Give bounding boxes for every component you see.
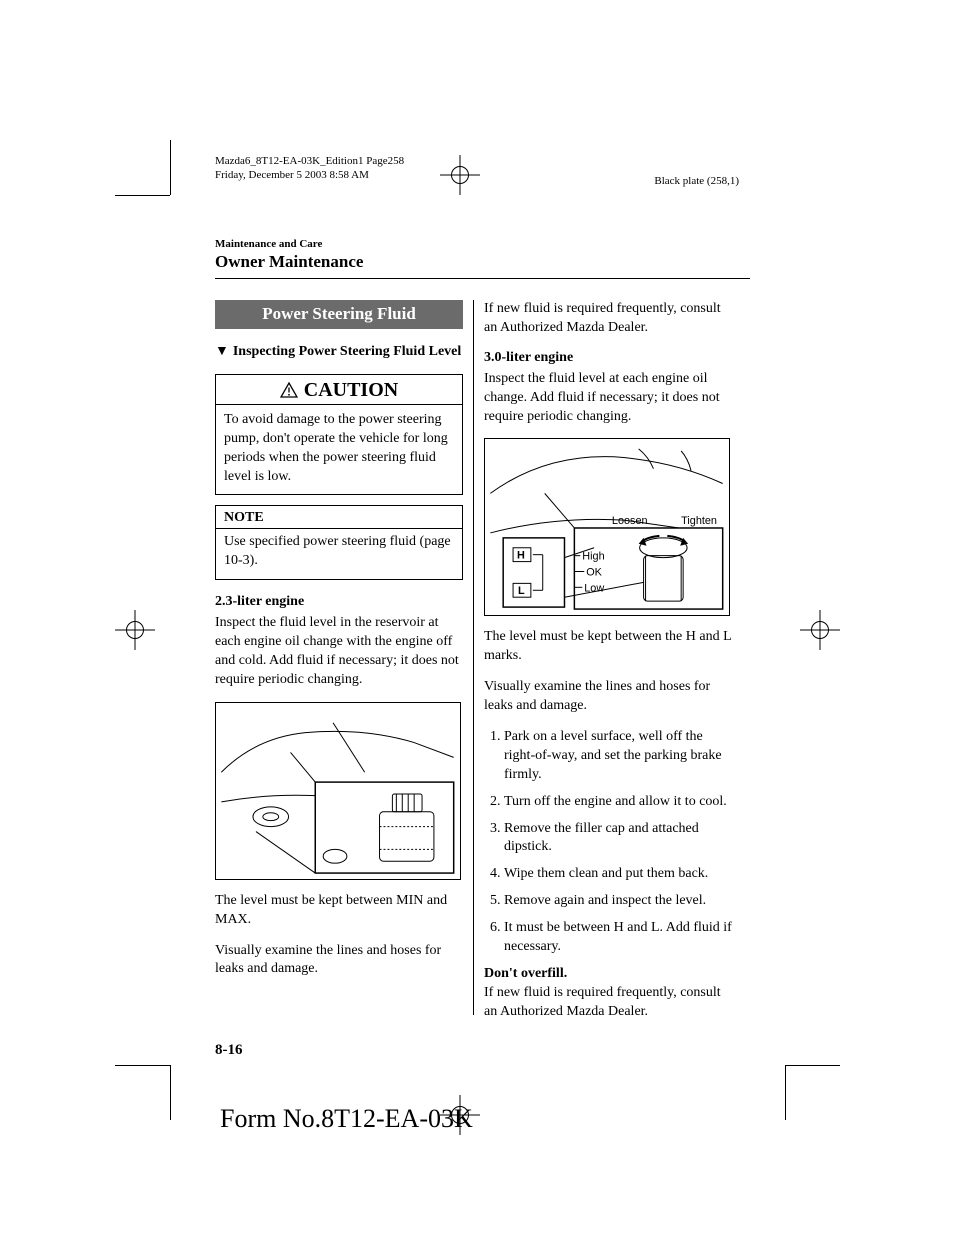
caution-title: CAUTION [216, 375, 462, 405]
topic-banner: Power Steering Fluid [215, 300, 463, 329]
step-item: It must be between H and L. Add fluid if… [504, 919, 732, 957]
para: Visually examine the lines and hoses for… [215, 942, 463, 980]
crop-mark [785, 1065, 840, 1066]
engine-30-heading: 3.0-liter engine [484, 350, 732, 366]
section-category: Maintenance and Care [215, 238, 363, 250]
crop-mark [115, 1065, 170, 1066]
sub-heading-text: Inspecting Power Steering Fluid Level [233, 343, 461, 362]
svg-text:L: L [518, 586, 525, 598]
para: The level must be kept between MIN and M… [215, 892, 463, 930]
right-column: If new fluid is required frequently, con… [474, 300, 732, 1020]
warning-triangle-icon [280, 382, 298, 398]
step-item: Park on a level surface, well off the ri… [504, 728, 732, 785]
step-item: Turn off the engine and allow it to cool… [504, 793, 732, 812]
note-body: Use specified power steering fluid (page… [216, 529, 462, 579]
para: The level must be kept between the H and… [484, 628, 732, 666]
doc-id: Mazda6_8T12-EA-03K_Edition1 Page258 [215, 155, 404, 169]
content-columns: Power Steering Fluid ▼ Inspecting Power … [215, 300, 750, 1020]
caution-body: To avoid damage to the power steering pu… [216, 405, 462, 495]
step-item: Wipe them clean and put them back. [504, 865, 732, 884]
figure-reservoir-23 [215, 702, 461, 880]
section-title: Owner Maintenance [215, 252, 363, 272]
step-item: Remove again and inspect the level. [504, 892, 732, 911]
para: Inspect the fluid level at each engine o… [484, 370, 732, 427]
register-mark [440, 155, 480, 195]
down-triangle-icon: ▼ [215, 343, 229, 362]
crop-mark [115, 195, 170, 196]
doc-meta: Mazda6_8T12-EA-03K_Edition1 Page258 Frid… [215, 155, 404, 183]
note-label: NOTE [216, 506, 462, 528]
sub-heading: ▼ Inspecting Power Steering Fluid Level [215, 343, 463, 362]
left-column: Power Steering Fluid ▼ Inspecting Power … [215, 300, 473, 1020]
register-mark [115, 610, 155, 650]
figure-reservoir-30: Loosen Tighten H L High OK Low [484, 438, 730, 616]
engine-23-heading: 2.3-liter engine [215, 594, 463, 610]
label-tighten: Tighten [681, 515, 717, 527]
caution-box: CAUTION To avoid damage to the power ste… [215, 374, 463, 496]
dont-overfill-label: Don't overfill. [484, 966, 567, 981]
label-loosen: Loosen [612, 515, 648, 527]
crop-mark [170, 140, 171, 195]
svg-text:OK: OK [586, 567, 602, 579]
svg-text:Low: Low [584, 583, 604, 595]
steps-list: Park on a level surface, well off the ri… [484, 728, 732, 957]
register-mark [800, 610, 840, 650]
step-item: Remove the filler cap and attached dipst… [504, 820, 732, 858]
page-number: 8-16 [215, 1042, 243, 1059]
form-number: Form No.8T12-EA-03K [220, 1104, 473, 1134]
section-header: Maintenance and Care Owner Maintenance [215, 238, 363, 272]
doc-date: Friday, December 5 2003 8:58 AM [215, 169, 404, 183]
crop-mark [170, 1065, 171, 1120]
para: Visually examine the lines and hoses for… [484, 678, 732, 716]
dont-overfill: Don't overfill. If new fluid is required… [484, 965, 732, 1022]
para: Inspect the fluid level in the reservoir… [215, 614, 463, 690]
para: If new fluid is required frequently, con… [484, 985, 721, 1019]
plate-info: Black plate (258,1) [654, 175, 739, 187]
para: If new fluid is required frequently, con… [484, 300, 732, 338]
caution-label: CAUTION [304, 379, 398, 402]
svg-text:H: H [517, 550, 525, 562]
page-root: Mazda6_8T12-EA-03K_Edition1 Page258 Frid… [0, 0, 954, 1235]
crop-mark [785, 1065, 786, 1120]
svg-text:High: High [582, 551, 604, 563]
note-box: NOTE Use specified power steering fluid … [215, 505, 463, 580]
section-rule [215, 278, 750, 279]
